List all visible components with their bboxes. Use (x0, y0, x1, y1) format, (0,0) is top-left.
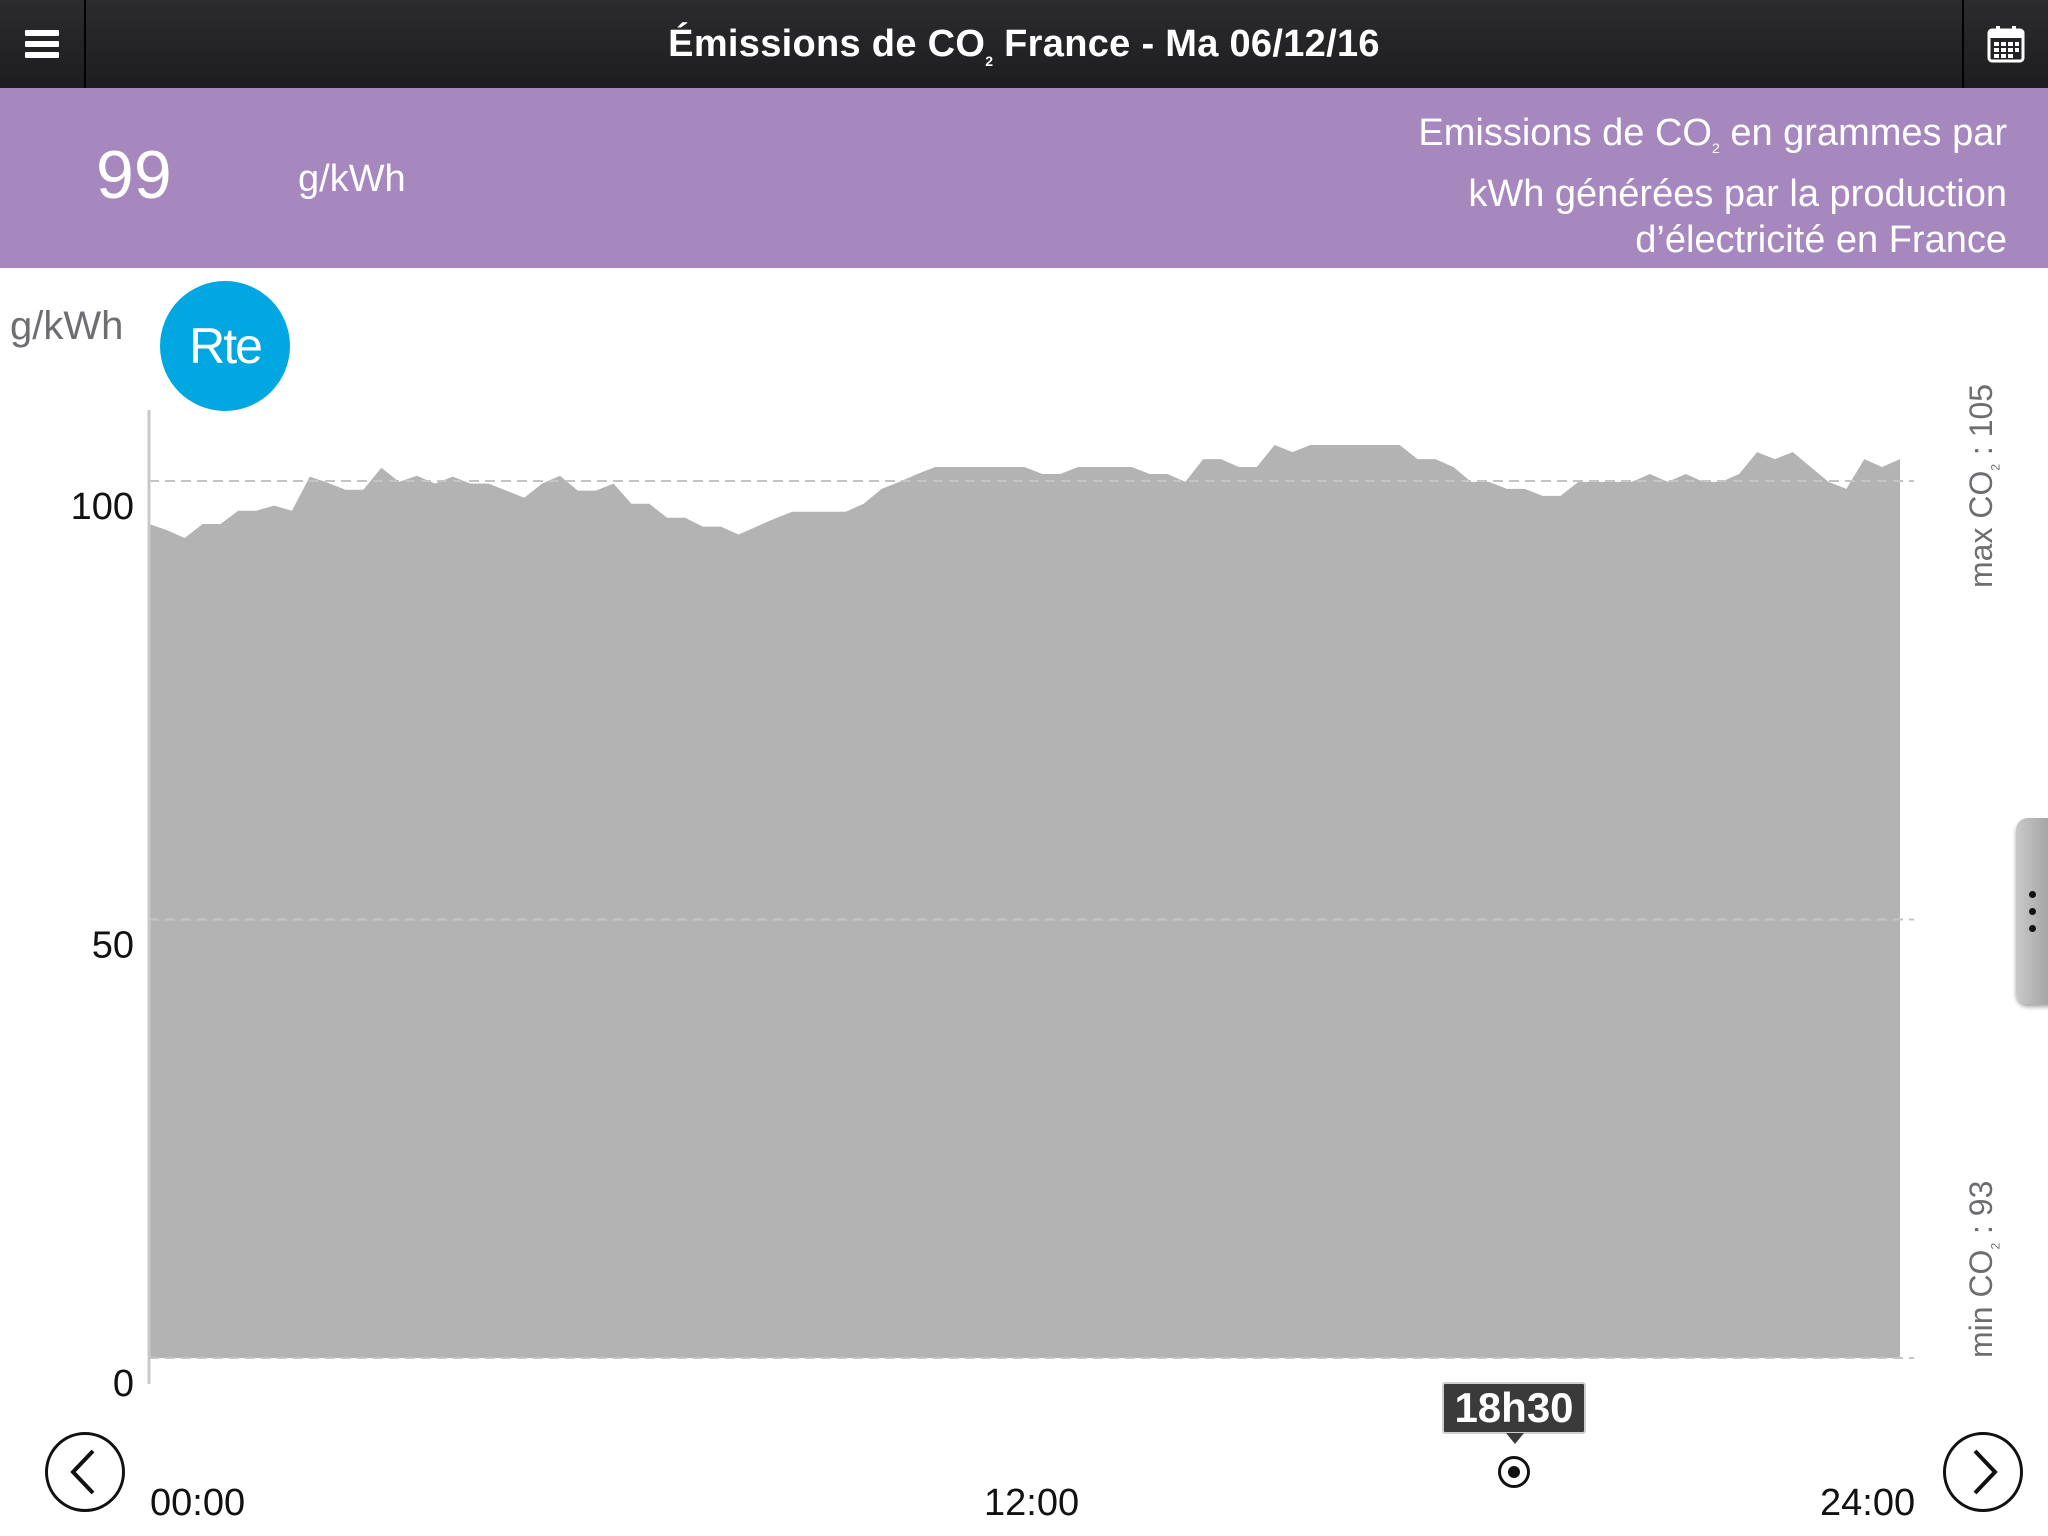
current-unit: g/kWh (298, 158, 406, 200)
chevron-right-icon (1973, 1449, 1998, 1495)
current-value: 99 (96, 137, 172, 213)
description-line-3: d’électricité en France (1635, 219, 2007, 261)
timeline-start-label: 00:00 (150, 1482, 246, 1524)
page-title: Émissions de CO2 France - Ma 06/12/16 (86, 0, 1962, 88)
y-tick-label-50: 50 (92, 925, 134, 967)
emissions-area (149, 445, 1900, 1358)
timeline-end-label: 24:00 (1820, 1482, 1916, 1524)
description-line-1: Emissions de CO2 en grammes par (1418, 112, 2007, 156)
rte-logo: Rte (160, 281, 290, 411)
timeline-mid-label: 12:00 (984, 1482, 1080, 1524)
y-axis-unit: g/kWh (10, 304, 124, 348)
next-day-button[interactable] (1943, 1432, 2023, 1512)
title-prefix: Émissions de CO (668, 23, 986, 65)
max-label: max CO2 : 105 (1963, 383, 2003, 588)
title-suffix: France - Ma 06/12/16 (993, 23, 1380, 65)
min-label: min CO2 : 93 (1963, 1180, 2003, 1358)
chevron-left-icon (70, 1449, 95, 1495)
time-cursor-handle[interactable] (1498, 1456, 1530, 1488)
menu-icon[interactable] (0, 0, 86, 88)
calendar-icon[interactable] (1962, 0, 2048, 88)
summary-description: Emissions de CO2 en grammes par kWh géné… (1287, 110, 2007, 263)
side-panel-handle[interactable] (2016, 818, 2048, 1004)
y-tick-label-100: 100 (71, 486, 134, 528)
summary-bar: 99 g/kWh Emissions de CO2 en grammes par… (0, 88, 2048, 268)
previous-day-button[interactable] (45, 1432, 125, 1512)
y-tick-label-0: 0 (113, 1363, 134, 1405)
time-cursor-label: 18h30 (1442, 1382, 1586, 1444)
emissions-chart: 0 50 100 (71, 410, 1914, 1405)
top-bar: Émissions de CO2 France - Ma 06/12/16 (0, 0, 2048, 88)
title-subscript: 2 (985, 53, 994, 69)
description-line-2: kWh générées par la production (1468, 173, 2007, 215)
